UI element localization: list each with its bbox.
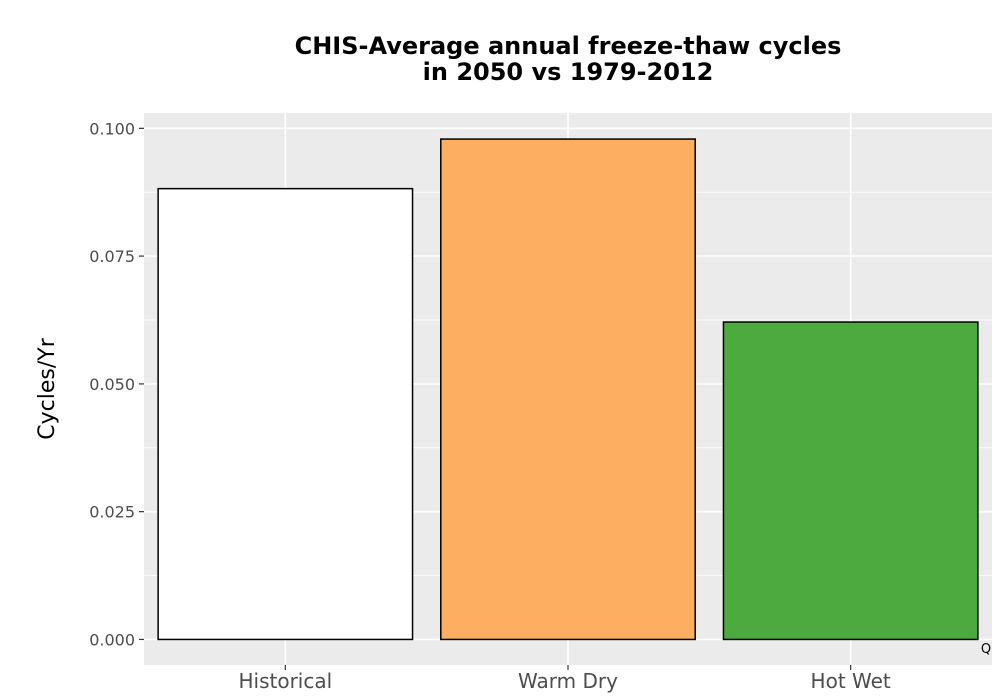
y-axis-ticks: 0.000 0.025 0.050 0.075 0.100 [89,119,144,649]
x-tick-label: Historical [238,669,332,693]
bars [157,138,979,641]
chart-title-line-1: CHIS-Average annual freeze-thaw cycles [295,32,842,60]
y-tick-label: 0.000 [89,630,135,649]
y-tick-label: 0.075 [89,247,135,266]
y-tick-label: 0.100 [89,119,135,138]
x-axis-ticks: Historical Warm Dry Hot Wet [238,665,891,693]
chart-title-line-2: in 2050 vs 1979-2012 [423,58,714,86]
y-tick-label: 0.025 [89,503,135,522]
y-axis-title: Cycles/Yr [35,337,60,439]
bar-historical [157,187,414,641]
x-tick-label: Hot Wet [811,669,891,693]
x-tick-label: Warm Dry [518,669,618,693]
corner-label: Q [981,642,991,657]
y-tick-label: 0.050 [89,375,135,394]
bar-warm-dry [440,138,696,641]
bar-hot-wet [722,321,979,641]
